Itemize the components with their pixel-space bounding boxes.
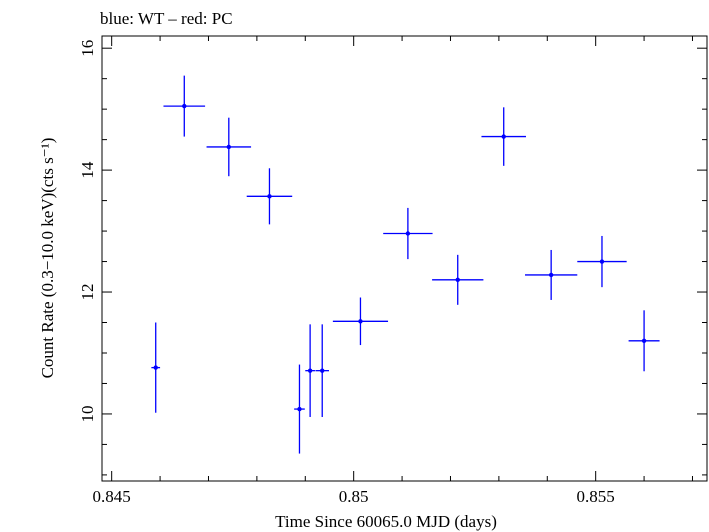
data-point [383, 207, 433, 260]
x-axis-label: Time Since 60065.0 MJD (days) [275, 512, 497, 531]
data-point [432, 254, 484, 305]
point-marker [297, 406, 302, 412]
axis-ticks: 0.845 0.85 0.855 10 12 14 16 [78, 36, 707, 506]
data-point [163, 75, 206, 137]
data-point [577, 235, 627, 288]
point-marker [501, 134, 506, 139]
point-marker [405, 231, 411, 236]
plot-frame [101, 35, 708, 482]
data-point [206, 117, 252, 177]
point-marker [548, 272, 554, 278]
point-marker [307, 368, 313, 373]
y-tick-label: 12 [78, 284, 97, 301]
data-series [151, 75, 660, 454]
chart-title: blue: WT – red: PC [100, 9, 233, 28]
point-marker [641, 338, 647, 343]
point-marker [153, 365, 158, 370]
data-point [294, 364, 305, 454]
y-axis-label: Count Rate (0.3−10.0 keV)(cts s⁻¹) [38, 138, 57, 379]
point-marker [358, 319, 363, 324]
data-point [481, 107, 526, 166]
data-point [525, 249, 578, 300]
point-marker [226, 144, 232, 150]
x-tick-label: 0.85 [339, 487, 369, 506]
data-point [315, 324, 329, 417]
point-marker [455, 277, 460, 283]
data-point [628, 310, 660, 372]
x-tick-label: 0.845 [93, 487, 131, 506]
y-tick-label: 10 [78, 405, 97, 422]
data-point [332, 297, 389, 346]
point-marker [599, 259, 605, 264]
point-marker [182, 103, 187, 109]
data-point [151, 322, 161, 413]
y-tick-label: 16 [78, 40, 97, 57]
x-tick-label: 0.855 [577, 487, 615, 506]
data-point [305, 324, 315, 417]
data-point [246, 168, 293, 225]
y-tick-label: 14 [78, 161, 97, 179]
point-marker [267, 194, 272, 199]
point-marker [320, 368, 325, 373]
series-wt [151, 75, 660, 454]
